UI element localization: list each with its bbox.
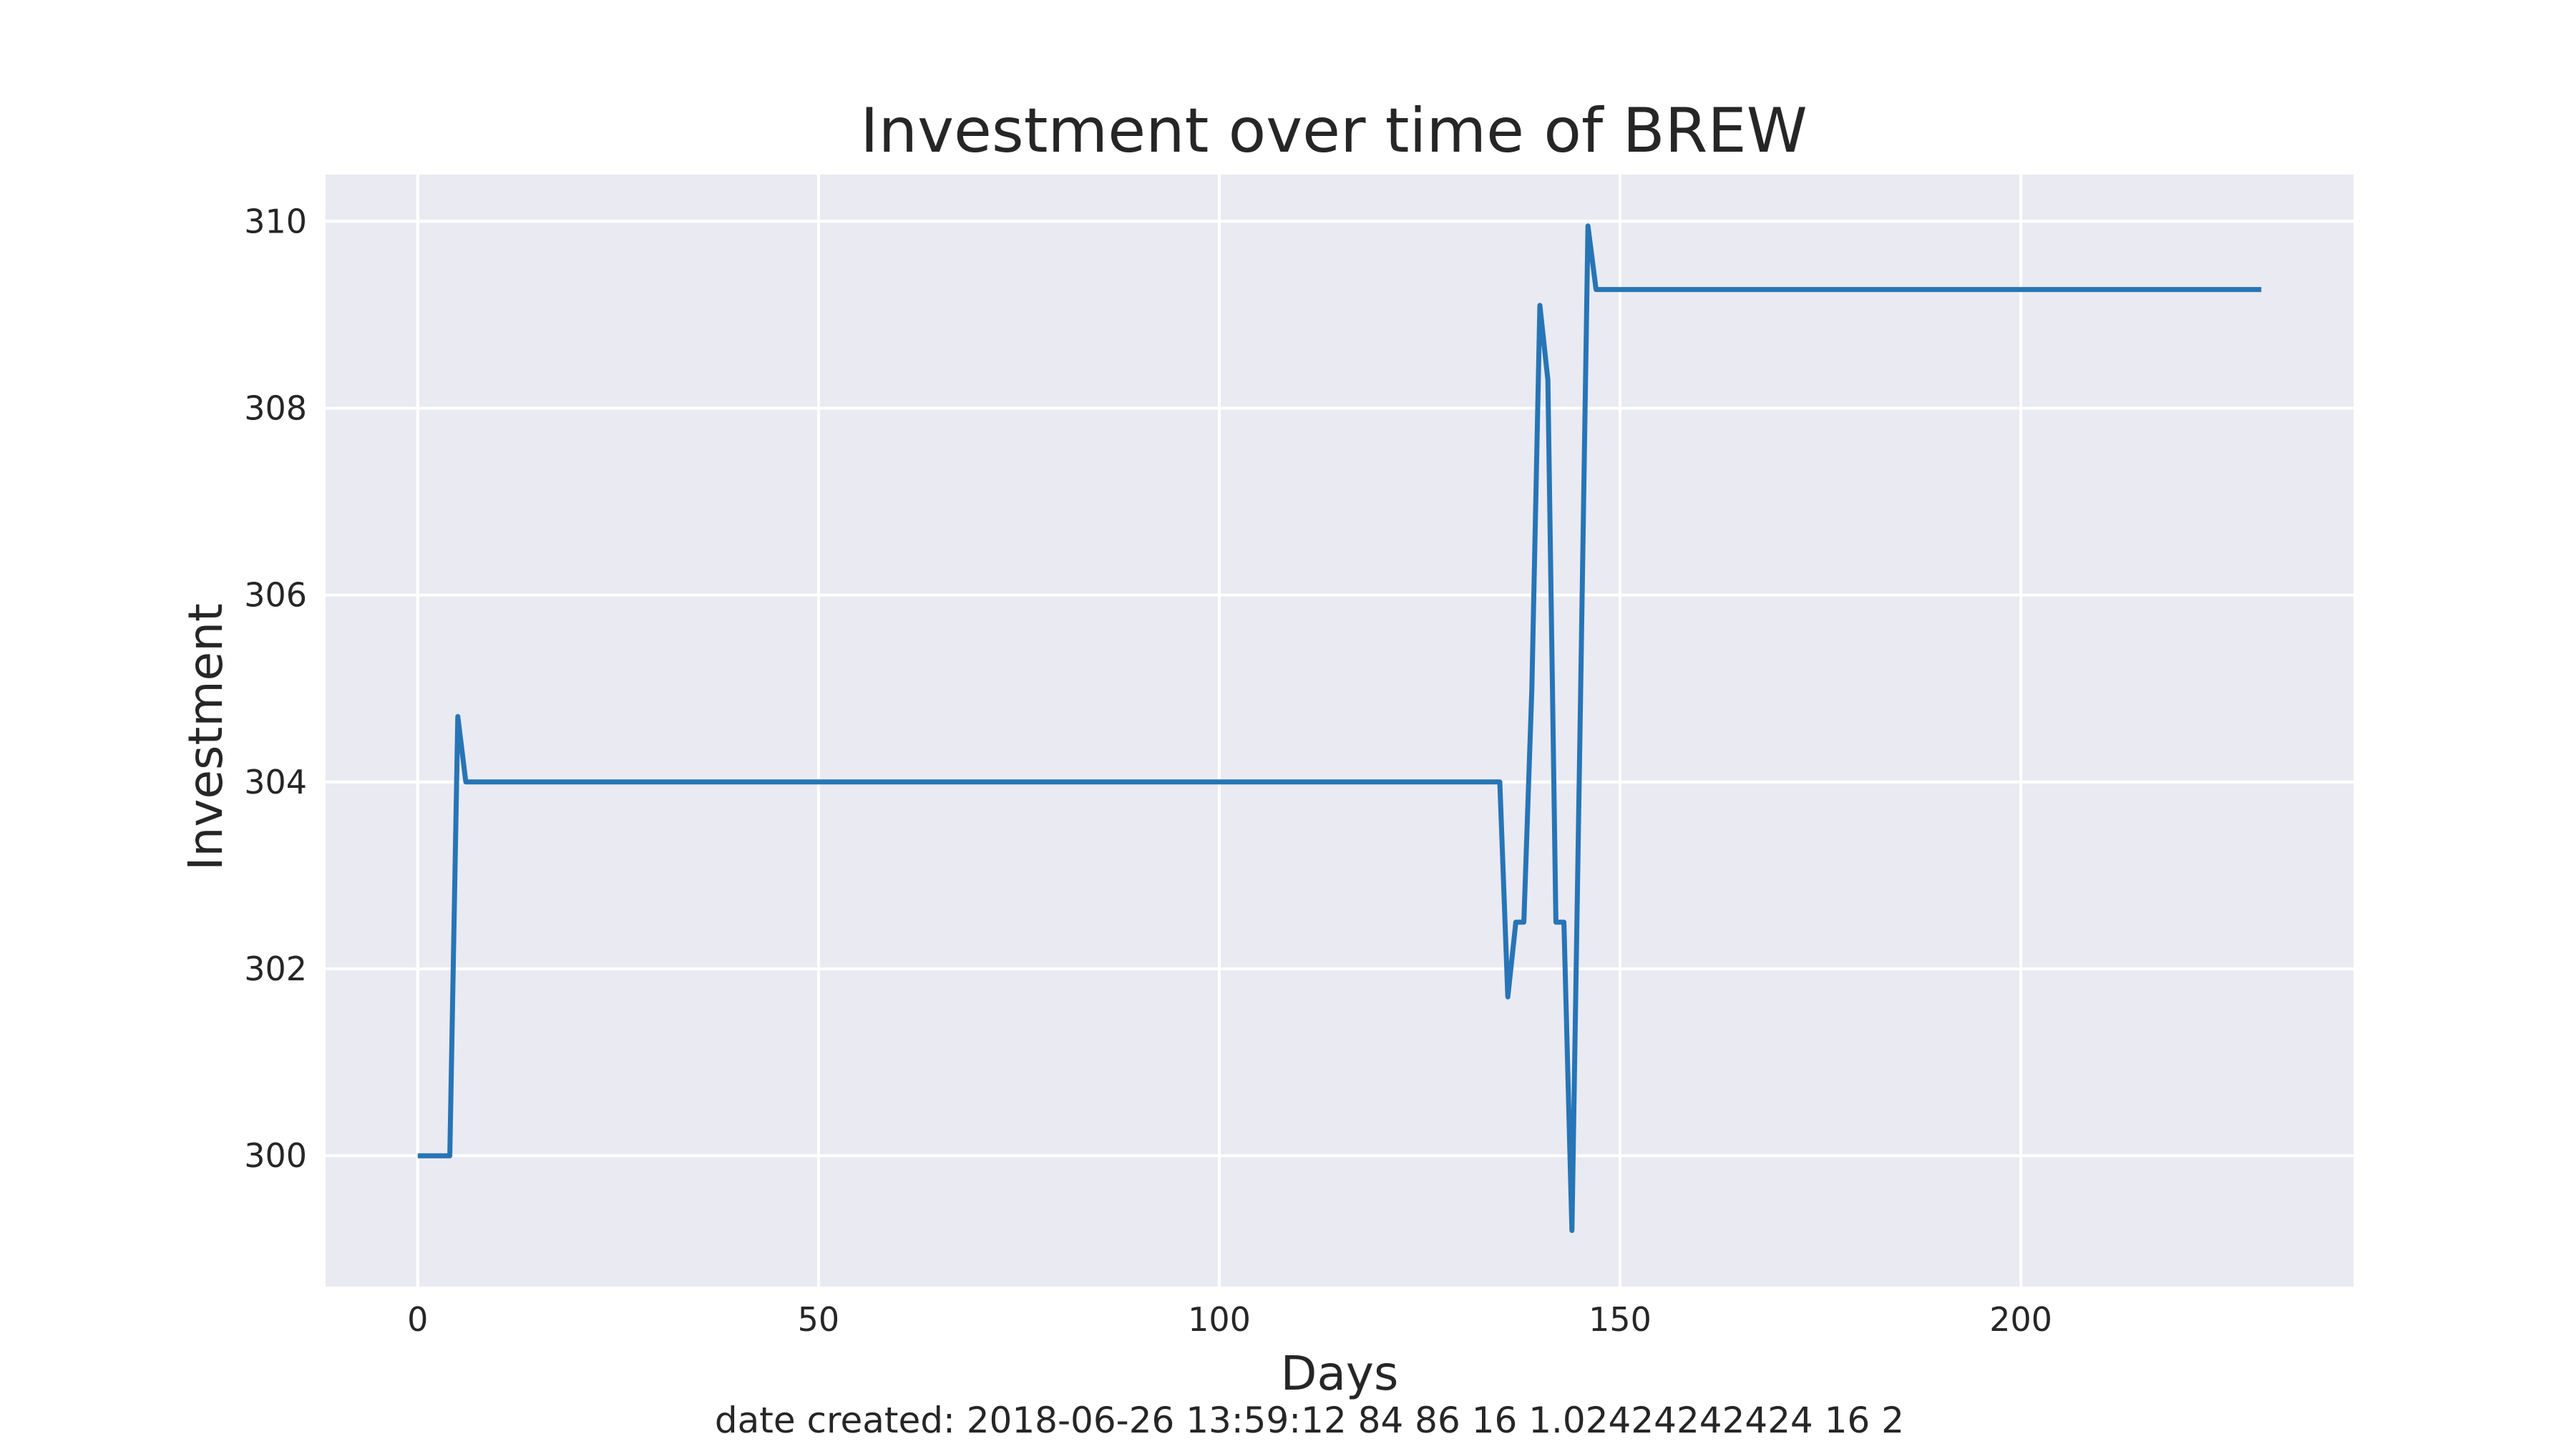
y-tick-label: 300 bbox=[244, 1136, 307, 1175]
series-line bbox=[417, 223, 2262, 1234]
footer-date-created: date created: 2018-06-26 13:59:12 84 86 … bbox=[715, 1400, 1904, 1441]
x-tick-labels: 0 50 100 150 200 bbox=[407, 1300, 2052, 1339]
x-tick-label: 0 bbox=[407, 1300, 428, 1339]
x-tick-label: 200 bbox=[1989, 1300, 2052, 1339]
plot-area bbox=[326, 175, 2353, 1287]
chart-title: Investment over time of BREW bbox=[860, 95, 1807, 167]
x-tick-label: 150 bbox=[1589, 1300, 1652, 1339]
x-axis-label: Days bbox=[1281, 1346, 1399, 1401]
y-tick-label: 302 bbox=[244, 950, 307, 988]
x-gridlines bbox=[416, 175, 2023, 1287]
y-tick-labels: 300 302 304 306 308 310 bbox=[244, 202, 307, 1175]
x-tick-label: 50 bbox=[798, 1300, 840, 1339]
y-tick-label: 306 bbox=[244, 576, 307, 615]
y-tick-label: 310 bbox=[244, 202, 307, 240]
y-tick-label: 308 bbox=[244, 389, 307, 427]
y-axis-label: Investment bbox=[178, 603, 233, 871]
x-tick-label: 100 bbox=[1188, 1300, 1251, 1339]
y-tick-label: 304 bbox=[244, 763, 307, 801]
y-gridlines bbox=[326, 220, 2353, 1158]
